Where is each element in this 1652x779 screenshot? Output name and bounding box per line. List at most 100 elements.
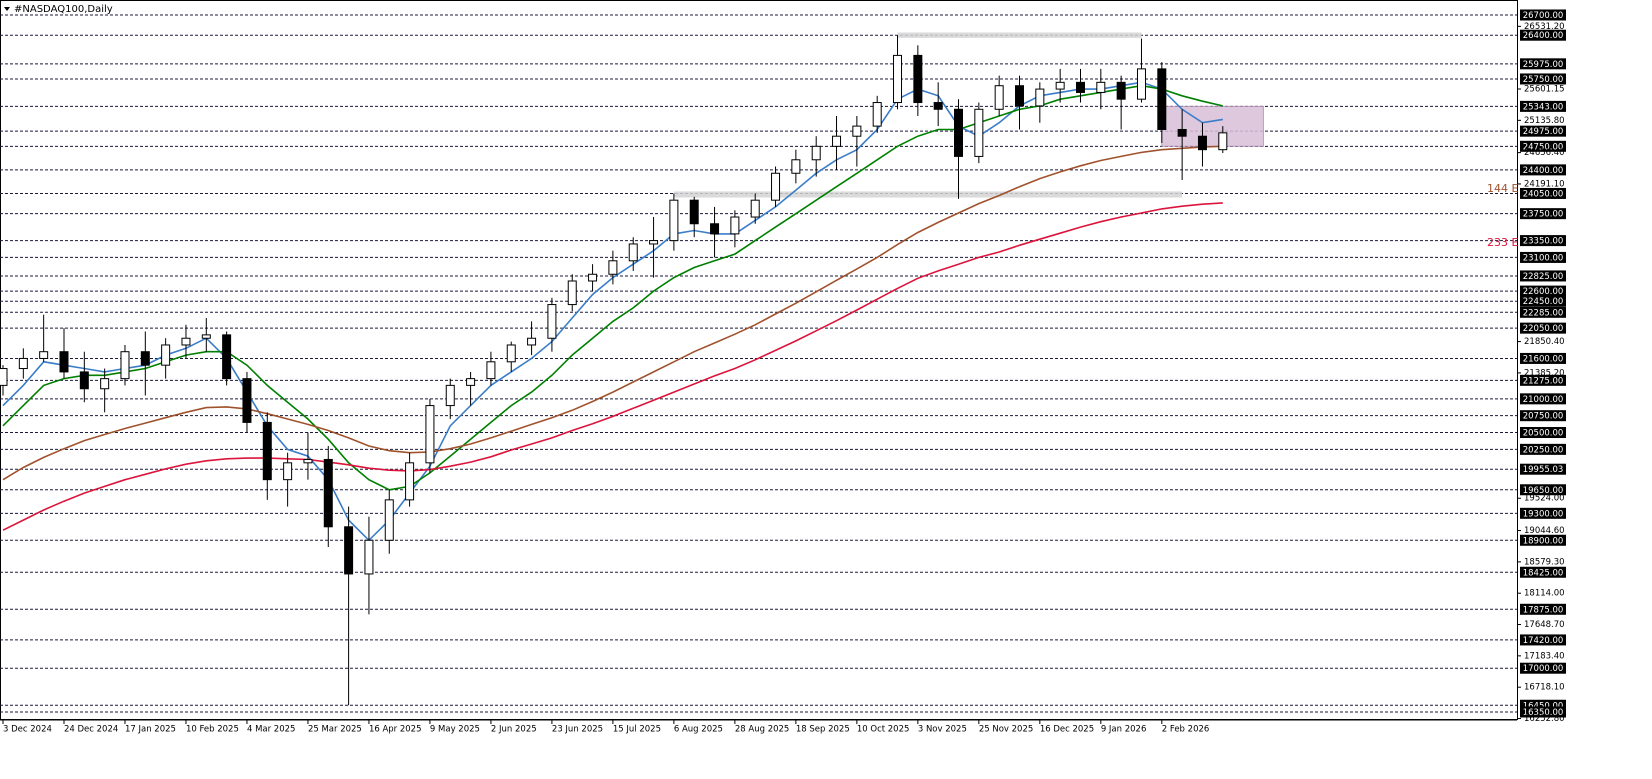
candle-body: [59, 351, 69, 373]
candle-body: [669, 199, 679, 242]
x-tick-label: 10 Oct 2025: [857, 725, 910, 735]
x-tick-label: 9 May 2025: [430, 725, 480, 735]
candle-body: [1035, 88, 1045, 107]
level-label: 19955.03: [1523, 465, 1564, 475]
moving-average: [2, 202, 1223, 531]
candle-body: [608, 260, 618, 275]
plot-frame: [0, 0, 1518, 720]
moving-average: [2, 145, 1223, 481]
level-label-box: [1520, 125, 1566, 137]
x-tick-label: 16 Dec 2025: [1040, 725, 1094, 735]
candle-body: [547, 304, 557, 339]
level-label: 22825.00: [1523, 272, 1564, 282]
candle-body: [1218, 132, 1228, 151]
y-tick-label: 19524.00: [1524, 494, 1565, 504]
level-label: 17420.00: [1523, 636, 1564, 646]
level-label: 17875.00: [1523, 605, 1564, 615]
level-label-box: [1520, 9, 1566, 21]
candle-body: [384, 499, 394, 541]
level-label: 26700.00: [1523, 11, 1564, 21]
candle-body: [527, 337, 537, 346]
x-tick-label: 2 Jun 2025: [491, 725, 537, 735]
level-label: 17000.00: [1523, 664, 1564, 674]
y-tick-label: 16718.10: [1524, 683, 1565, 693]
candle-body: [242, 378, 252, 423]
x-tick-label: 15 Jul 2025: [613, 725, 661, 735]
level-label: 25975.00: [1523, 60, 1564, 70]
y-tick-label: 17183.40: [1524, 651, 1565, 661]
y-tick-label: 17648.70: [1524, 620, 1565, 630]
candle-body: [791, 159, 801, 174]
level-label: 22600.00: [1523, 287, 1564, 297]
zone: [673, 191, 1183, 198]
zone: [1161, 105, 1264, 147]
level-label-box: [1520, 443, 1566, 455]
x-tick-label: 6 Aug 2025: [674, 725, 723, 735]
candle-body: [323, 458, 333, 528]
level-label-box: [1520, 164, 1566, 176]
candle-body: [588, 273, 598, 282]
level-label: 18425.00: [1523, 568, 1564, 578]
level-label: 22285.00: [1523, 308, 1564, 318]
candle-body: [1055, 81, 1065, 90]
candle-body: [852, 125, 862, 137]
candle-body: [506, 344, 516, 363]
level-label-box: [1520, 410, 1566, 422]
candle-body: [79, 371, 89, 390]
level-label-box: [1520, 352, 1566, 364]
candle-body: [161, 344, 171, 366]
level-label-box: [1520, 58, 1566, 70]
candle-body: [364, 539, 374, 575]
x-tick-label: 24 Dec 2024: [64, 725, 118, 735]
collapse-icon: [4, 7, 10, 11]
candle-body: [262, 421, 272, 481]
level-label-box: [1520, 100, 1566, 112]
candle-body: [974, 108, 984, 157]
level-label: 20750.00: [1523, 412, 1564, 422]
candle-body: [710, 223, 720, 235]
x-tick-label: 4 Mar 2025: [247, 725, 295, 735]
x-tick-label: 16 Apr 2025: [369, 725, 422, 735]
level-label-box: [1520, 393, 1566, 405]
plot: [0, 14, 1517, 713]
candle-body: [994, 85, 1004, 110]
candle-body: [730, 216, 740, 235]
chart-title: #NASDAQ100,Daily: [14, 4, 113, 15]
x-tick-label: 2 Feb 2026: [1162, 725, 1210, 735]
level-label-box: [1520, 140, 1566, 152]
x-tick-label: 23 Jun 2025: [552, 725, 603, 735]
level-label-box: [1520, 566, 1566, 578]
x-tick-label: 3 Nov 2025: [918, 725, 967, 735]
candle-body: [1157, 68, 1167, 130]
level-label-box: [1520, 285, 1566, 297]
level-label: 25750.00: [1523, 75, 1564, 85]
level-label-box: [1520, 73, 1566, 85]
candle-body: [140, 351, 150, 366]
level-label: 24975.00: [1523, 127, 1564, 137]
level-label-box: [1520, 270, 1566, 282]
level-label-box: [1520, 374, 1566, 386]
level-label-box: [1520, 507, 1566, 519]
candle-body: [486, 361, 496, 380]
level-label: 22450.00: [1523, 297, 1564, 307]
level-label: 23750.00: [1523, 210, 1564, 220]
level-label: 19650.00: [1523, 486, 1564, 496]
level-label-box: [1520, 251, 1566, 263]
level-label: 25343.00: [1523, 102, 1564, 112]
candle-body: [1197, 135, 1207, 151]
candle-body: [201, 334, 211, 339]
x-tick-label: 17 Jan 2025: [125, 725, 176, 735]
zone: [897, 32, 1142, 38]
level-label-box: [1520, 187, 1566, 199]
level-label: 26400.00: [1523, 31, 1564, 41]
x-tick-label: 25 Mar 2025: [308, 725, 362, 735]
level-label-box: [1520, 322, 1566, 334]
level-label: 24050.00: [1523, 189, 1564, 199]
candle-body: [466, 378, 476, 386]
candle-body: [1075, 81, 1085, 93]
y-tick-label: 25135.80: [1524, 116, 1565, 126]
candle-body: [181, 337, 191, 346]
level-label-box: [1520, 634, 1566, 646]
level-label-box: [1520, 306, 1566, 318]
level-label-box: [1520, 534, 1566, 546]
